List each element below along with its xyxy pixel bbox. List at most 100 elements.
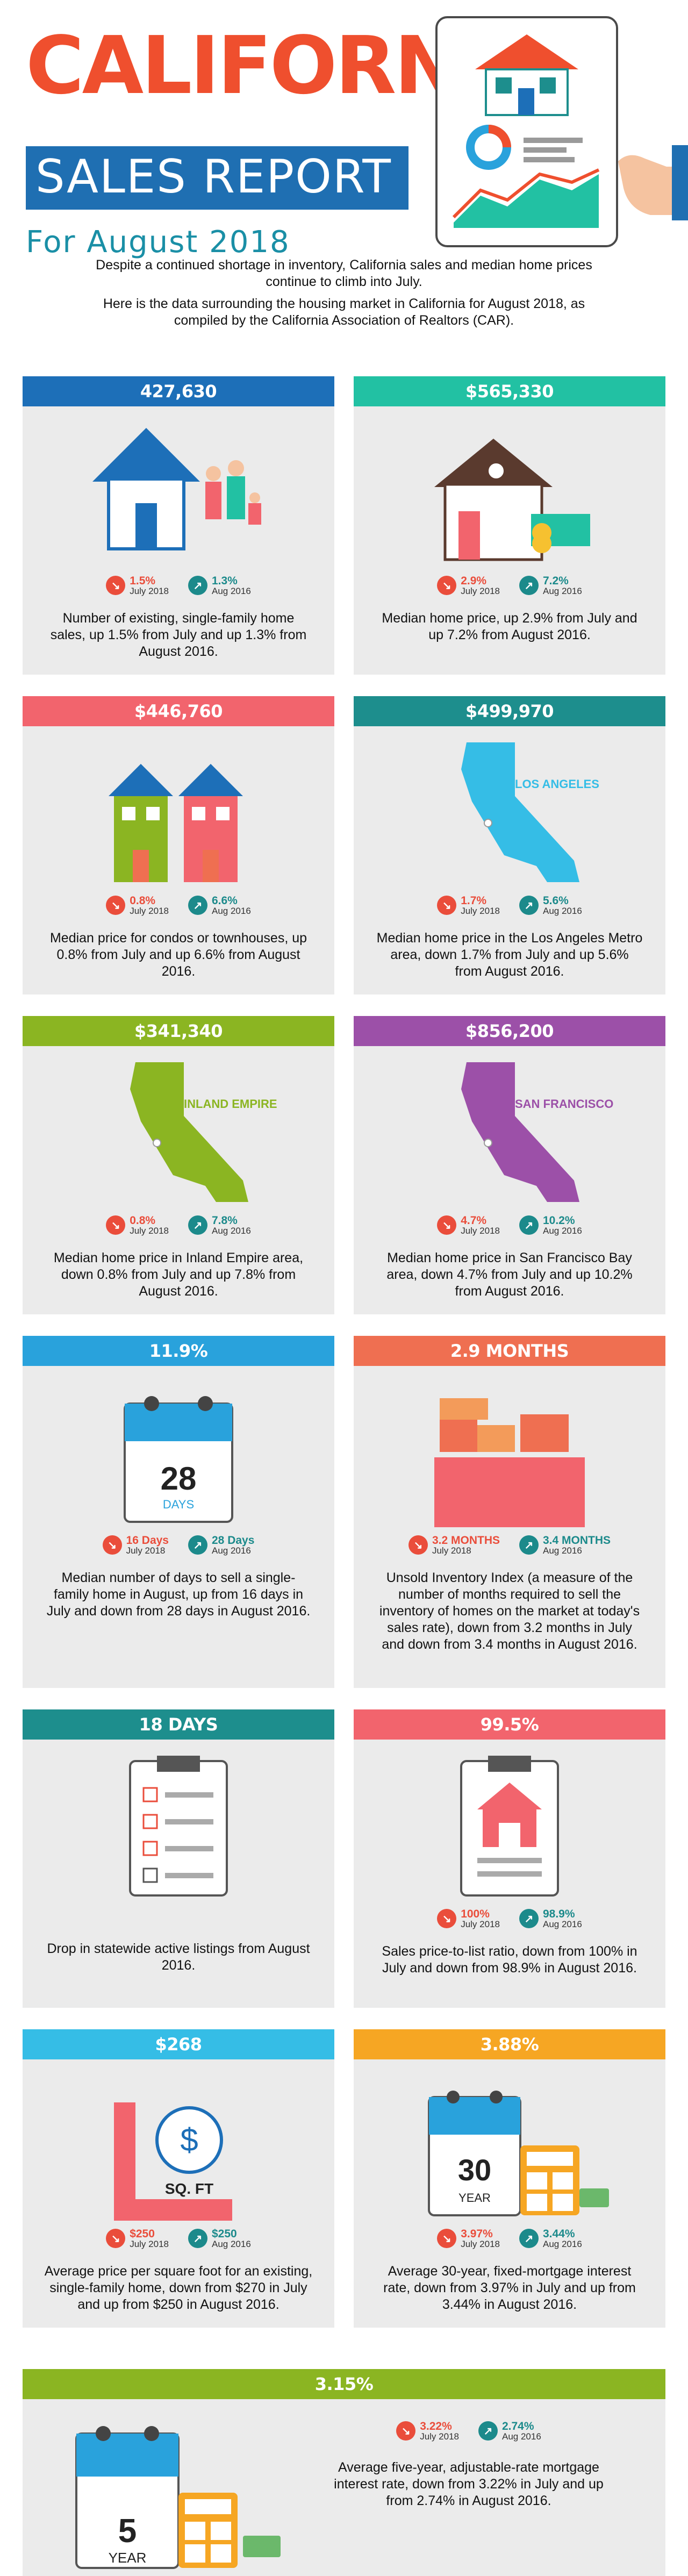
stat-value: 6.6% [211,895,238,907]
trend-up-icon: ↗ [519,1909,539,1928]
trend-up-icon: ↗ [519,2229,539,2248]
stat-row: ↘ 3.97% July 2018 ↗ 3.44% Aug 2016 [354,2228,665,2249]
stat-row: ↘ $250 July 2018 ↗ $250 Aug 2016 [23,2228,334,2249]
trend-down-icon: ↘ [408,1535,428,1555]
stat-value: 10.2% [542,1214,575,1227]
stat-july: ↘ 3.22% July 2018 [396,2421,459,2441]
stat-aug: ↗ 3.44% Aug 2016 [519,2228,582,2249]
stat-aug: ↗ $250 Aug 2016 [188,2228,251,2249]
stat-aug: ↗ 5.6% Aug 2016 [519,895,582,915]
stat-aug: ↗ 28 Days Aug 2016 [188,1535,254,1555]
map-region-label: INLAND EMPIRE [184,1097,277,1111]
stat-july: ↘ 3.97% July 2018 [437,2228,500,2249]
stat-label: July 2018 [420,2431,459,2442]
panel-illustration [354,1366,665,1527]
panel-description: Median price for condos or townhouses, u… [49,931,307,979]
trend-up-icon: ↗ [519,1215,539,1235]
panel-illustration [23,406,334,568]
trend-down-icon: ↘ [437,1909,457,1928]
stat-july: ↘ 100% July 2018 [437,1908,500,1929]
california-map-icon: SAN FRANCISCO [461,1062,613,1202]
stat-row: ↘ 3.22% July 2018 ↗ 2.74% Aug 2016 [324,2421,614,2441]
stat-aug: ↗ 7.8% Aug 2016 [188,1215,251,1235]
panel-illustration: 28 DAYS [23,1366,334,1527]
intro-paragraph-1: Despite a continued shortage in inventor… [96,257,592,289]
map-region-label: SAN FRANCISCO [515,1097,613,1111]
panel-description: Median number of days to sell a single-f… [46,1570,311,1619]
stat-label: July 2018 [461,1226,500,1236]
stat-aug: ↗ 98.9% Aug 2016 [519,1908,582,1929]
stat-aug: ↗ 6.6% Aug 2016 [188,895,251,915]
stat-value: 16 Days [126,1534,169,1547]
stat-label: July 2018 [130,2239,169,2249]
stat-label: July 2018 [432,1545,471,1556]
panel-4: $499,970 LOS ANGELES ↘ 1.7% July 2018 ↗ 5.6% Au… [354,696,665,994]
stat-value: 3.4 MONTHS [543,1534,611,1547]
stat-label: July 2018 [130,906,169,916]
calendar-number: 30 [458,2153,491,2187]
panel-header: 11.9% [23,1336,334,1366]
panel-12: 3.88% 30 YEAR ↘ 3.97% July 2018 ↗ 3.44% Aug 2016… [354,2029,665,2328]
stat-value: 1.5% [130,575,156,587]
panel-header: 2.9 MONTHS [354,1336,665,1366]
stat-label: Aug 2016 [501,2431,541,2442]
panel-illustration: $ SQ. FT [23,2059,334,2221]
stat-label: July 2018 [461,906,500,916]
report-date: For August 2018 [26,225,290,260]
stat-label: Aug 2016 [542,1226,582,1236]
trend-down-icon: ↘ [106,2229,126,2248]
trend-up-icon: ↗ [188,2229,207,2248]
inventory-boxes-icon [434,1398,585,1527]
calendar-word: YEAR [458,2191,491,2205]
money-bag-ruler-icon: $ SQ. FT [114,2102,232,2221]
panel-9: 18 DAYS Drop in statewide active listings… [23,1709,334,2008]
stat-label: Aug 2016 [542,2239,582,2249]
panel-description: Median home price in San Francisco Bay a… [386,1250,633,1299]
trend-down-icon: ↘ [106,1215,126,1235]
trend-down-icon: ↘ [106,576,126,595]
svg-text:$: $ [180,2122,198,2158]
tablet-illustration [435,16,618,247]
stat-row: ↘ 1.5% July 2018 ↗ 1.3% Aug 2016 [23,575,334,596]
california-map-icon: INLAND EMPIRE [130,1062,277,1202]
panel-5yr-arm-rate: 3.15% 5 YEAR ↘ 3.22% July 2018 ↗ 2.74% Aug 2… [23,2369,665,2576]
stat-row: ↘ 0.8% July 2018 ↗ 6.6% Aug 2016 [23,895,334,915]
trend-down-icon: ↘ [437,2229,457,2248]
panel-header: 18 DAYS [23,1709,334,1740]
stat-july: ↘ $250 July 2018 [106,2228,169,2249]
intro-paragraph-2: Here is the data surrounding the housing… [103,296,585,328]
panel-6: $856,200 SAN FRANCISCO ↘ 4.7% July 2018 ↗ 10.2… [354,1016,665,1314]
stat-value: 7.2% [542,575,569,587]
stat-value: 28 Days [212,1534,255,1547]
trend-up-icon: ↗ [188,1535,207,1555]
stat-row: ↘ 100% July 2018 ↗ 98.9% Aug 2016 [354,1908,665,1929]
family-house-icon [92,428,261,550]
stat-label: Aug 2016 [542,1919,582,1929]
stat-value: 2.74% [501,2420,534,2432]
stat-value: 4.7% [461,1214,487,1227]
calendar-word: YEAR [109,2550,147,2566]
panel-description: Average price per square foot for an exi… [44,2264,313,2312]
panel-3: $446,760 ↘ 0.8% July 2018 ↗ 6.6% Aug 2016 Media… [23,696,334,994]
stat-aug: ↗ 3.4 MONTHS Aug 2016 [519,1535,611,1555]
townhouses-icon [109,764,243,882]
stat-aug: ↗ 2.74% Aug 2016 [478,2421,541,2441]
tablet-graphics-icon [452,34,600,228]
panel-header: $446,760 [23,696,334,726]
panel-description: Average 30-year, fixed-mortgage interest… [383,2264,636,2312]
stat-label: Aug 2016 [211,1226,251,1236]
panel-description: Median home price, up 2.9% from July and… [382,611,637,642]
stat-label: July 2018 [130,1226,169,1236]
trend-up-icon: ↗ [188,896,207,915]
trend-up-icon: ↗ [519,576,539,595]
panel-header: $341,340 [23,1016,334,1046]
trend-up-icon: ↗ [519,896,539,915]
panel-7: 11.9% 28 DAYS ↘ 16 Days July 2018 ↗ 28 Days Aug … [23,1336,334,1688]
trend-up-icon: ↗ [478,2421,498,2441]
panel-description: Sales price-to-list ratio, down from 100… [382,1944,637,1976]
stat-aug: ↗ 1.3% Aug 2016 [188,575,251,596]
trend-down-icon: ↘ [102,1535,122,1555]
stat-label: July 2018 [461,2239,500,2249]
